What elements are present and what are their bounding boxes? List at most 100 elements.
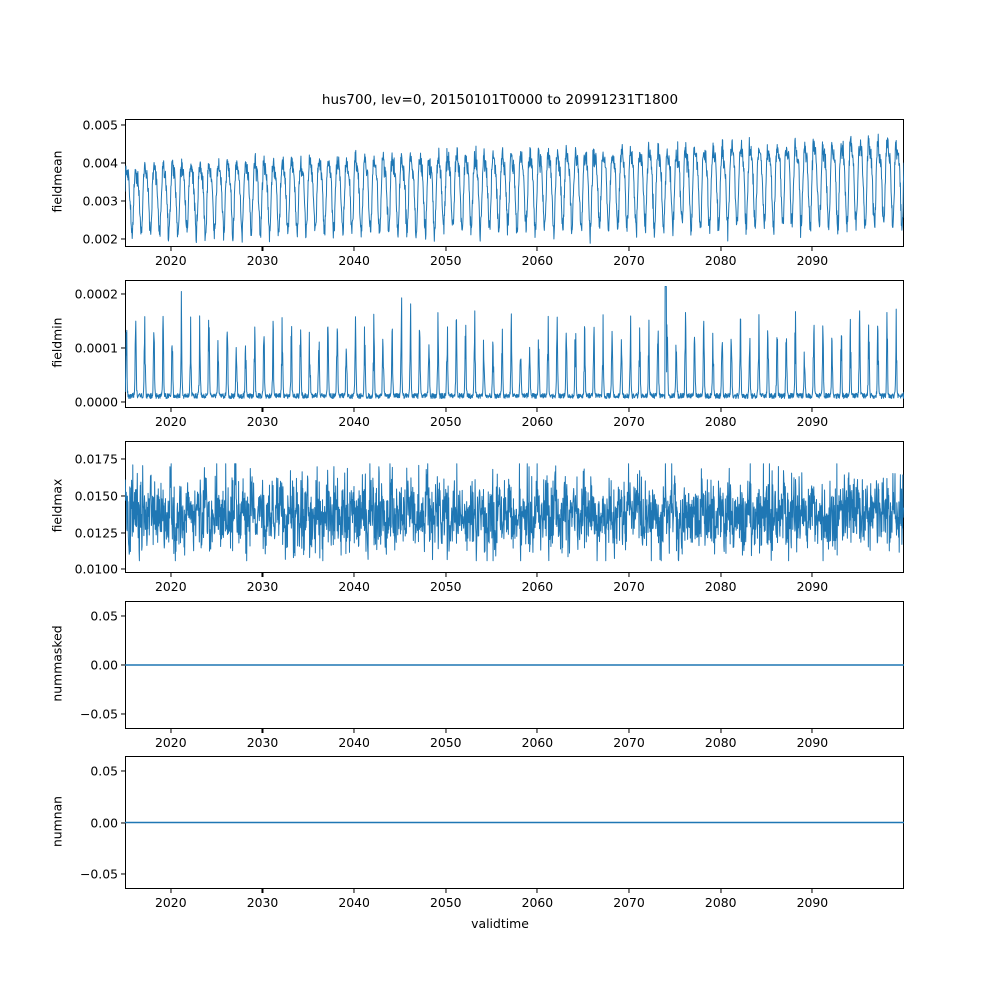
x-tick-mark (811, 573, 813, 577)
x-tick-label-numnan: 2070 (613, 895, 645, 910)
y-axis-label-fieldmean: fieldmean (49, 150, 65, 213)
y-tick-label-fieldmax: 0.0125 (74, 525, 118, 541)
y-tick-label-fieldmin: 0.0000 (74, 394, 118, 410)
x-tick-mark (536, 889, 538, 893)
y-tick-mark (121, 458, 125, 460)
x-tick-label-fieldmin: 2080 (704, 414, 737, 429)
x-tick-label-fieldmean: 2020 (155, 253, 187, 268)
x-tick-label-fieldmean: 2080 (704, 253, 737, 268)
y-tick-mark (121, 124, 125, 126)
x-tick-mark (628, 408, 630, 412)
x-tick-mark (353, 408, 355, 412)
x-tick-mark (261, 729, 263, 733)
plot-line-nummasked (125, 664, 904, 666)
axes-frame-fieldmax (125, 441, 904, 573)
x-tick-label-numnan: 2040 (338, 895, 370, 910)
plot-line-numnan (125, 821, 904, 824)
y-axis-label-nummasked: nummasked (49, 625, 65, 702)
x-tick-mark (811, 729, 813, 733)
y-tick-label-fieldmax: 0.0100 (74, 561, 118, 577)
y-tick-mark (121, 532, 125, 534)
x-tick-mark (170, 889, 172, 893)
x-tick-mark (261, 573, 263, 577)
x-tick-label-numnan: 2080 (704, 895, 737, 910)
x-tick-mark (445, 408, 447, 412)
x-tick-label-nummasked: 2090 (796, 735, 829, 750)
x-tick-label-nummasked: 2030 (246, 735, 279, 750)
x-tick-label-numnan: 2050 (429, 895, 462, 910)
x-tick-label-fieldmax: 2020 (155, 579, 187, 594)
y-tick-label-fieldmean: 0.004 (82, 155, 118, 171)
subplot-fieldmax (125, 441, 904, 573)
x-tick-mark (353, 729, 355, 733)
x-tick-label-fieldmin: 2040 (338, 414, 370, 429)
x-tick-label-fieldmean: 2070 (613, 253, 645, 268)
x-tick-mark (536, 573, 538, 577)
x-tick-mark (628, 247, 630, 251)
x-tick-mark (628, 729, 630, 733)
y-tick-label-fieldmin: 0.0001 (74, 340, 118, 356)
x-tick-mark (536, 408, 538, 412)
y-axis-label-fieldmin: fieldmin (49, 317, 65, 368)
y-axis-label-fieldmax: fieldmax (49, 478, 65, 533)
y-tick-label-numnan: −0.05 (80, 866, 118, 882)
x-tick-mark (536, 729, 538, 733)
x-tick-mark (720, 573, 722, 577)
y-tick-mark (121, 347, 125, 349)
x-tick-mark (261, 408, 263, 412)
x-tick-label-fieldmin: 2090 (796, 414, 829, 429)
x-tick-mark (261, 889, 263, 893)
x-tick-label-fieldmax: 2060 (521, 579, 554, 594)
y-tick-mark (121, 713, 125, 715)
x-tick-label-numnan: 2060 (521, 895, 554, 910)
x-tick-mark (170, 247, 172, 251)
y-tick-mark (121, 615, 125, 617)
x-tick-mark (353, 573, 355, 577)
figure-title: hus700, lev=0, 20150101T0000 to 20991231… (321, 92, 679, 108)
y-tick-mark (121, 495, 125, 497)
x-tick-label-fieldmin: 2020 (155, 414, 187, 429)
x-tick-label-fieldmax: 2080 (704, 579, 737, 594)
x-tick-mark (720, 247, 722, 251)
x-tick-mark (445, 247, 447, 251)
x-tick-mark (811, 889, 813, 893)
x-tick-mark (720, 889, 722, 893)
x-tick-mark (170, 408, 172, 412)
x-tick-mark (811, 408, 813, 412)
x-tick-mark (720, 729, 722, 733)
subplot-fieldmin (125, 280, 904, 408)
x-tick-mark (445, 729, 447, 733)
x-tick-label-nummasked: 2020 (155, 735, 187, 750)
subplot-numnan (125, 756, 904, 889)
y-tick-label-fieldmax: 0.0150 (74, 488, 118, 504)
x-tick-mark (536, 247, 538, 251)
y-tick-label-fieldmean: 0.005 (82, 117, 118, 133)
plot-line-fieldmin (125, 285, 904, 400)
x-tick-label-nummasked: 2060 (521, 735, 554, 750)
x-tick-label-fieldmin: 2030 (246, 414, 279, 429)
x-tick-mark (445, 573, 447, 577)
x-tick-label-numnan: 2030 (246, 895, 279, 910)
y-tick-mark (121, 821, 125, 824)
x-tick-label-fieldmax: 2070 (613, 579, 645, 594)
y-tick-label-nummasked: −0.05 (80, 706, 118, 722)
x-tick-label-fieldmin: 2070 (613, 414, 645, 429)
x-tick-label-fieldmean: 2090 (796, 253, 829, 268)
x-tick-mark (170, 573, 172, 577)
x-tick-mark (353, 889, 355, 893)
y-tick-label-numnan: 0.00 (90, 815, 118, 830)
y-tick-label-numnan: 0.05 (90, 763, 118, 779)
y-tick-mark (121, 401, 125, 403)
x-tick-mark (261, 247, 263, 251)
x-tick-label-fieldmin: 2060 (521, 414, 554, 429)
x-tick-label-fieldmax: 2090 (796, 579, 829, 594)
x-tick-label-fieldmean: 2050 (429, 253, 462, 268)
subplot-fieldmean (125, 119, 904, 247)
x-tick-mark (170, 729, 172, 733)
y-tick-label-nummasked: 0.05 (90, 608, 118, 624)
y-tick-label-fieldmin: 0.0002 (74, 286, 118, 302)
x-tick-mark (445, 889, 447, 893)
x-axis-label: validtime (471, 916, 529, 931)
x-tick-label-fieldmax: 2040 (338, 579, 370, 594)
